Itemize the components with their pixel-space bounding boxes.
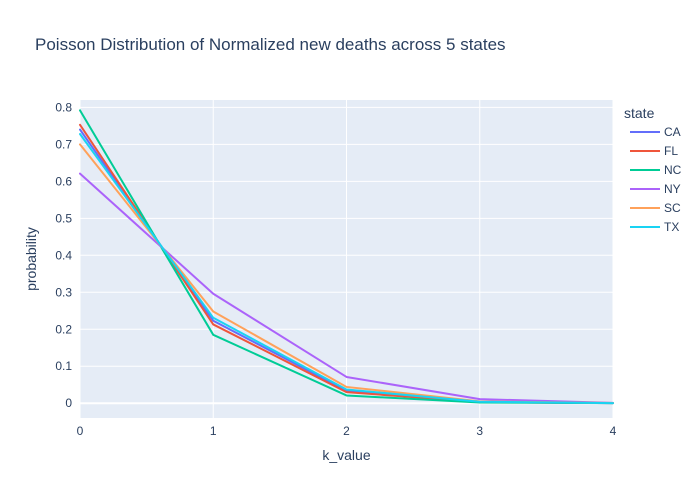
x-tick-label: 0: [77, 424, 84, 438]
legend-item-nc[interactable]: NC: [630, 163, 682, 177]
legend-item-sc[interactable]: SC: [630, 201, 681, 215]
y-tick-label: 0: [65, 396, 72, 410]
legend-label: CA: [664, 125, 681, 139]
y-tick-label: 0.6: [55, 174, 72, 188]
y-tick-label: 0.2: [55, 322, 72, 336]
legend-item-ca[interactable]: CA: [630, 125, 681, 139]
legend-item-fl[interactable]: FL: [630, 144, 678, 158]
legend: state CA FL NC NY SC TX: [624, 105, 682, 234]
x-tick-label: 2: [343, 424, 350, 438]
legend-label: TX: [664, 220, 679, 234]
series-lines: [79, 109, 614, 405]
legend-label: SC: [664, 201, 681, 215]
legend-title: state: [624, 105, 655, 121]
y-tick-label: 0.1: [55, 359, 72, 373]
y-tick-label: 0.8: [55, 100, 72, 114]
y-axis-ticks: 0 0.1 0.2 0.3 0.4 0.5 0.6 0.7 0.8: [55, 100, 72, 410]
series-line-tx: [79, 133, 614, 405]
legend-item-tx[interactable]: TX: [630, 220, 679, 234]
legend-label: NC: [664, 163, 682, 177]
y-tick-label: 0.3: [55, 285, 72, 299]
legend-label: FL: [664, 144, 678, 158]
x-tick-label: 1: [210, 424, 217, 438]
x-tick-label: 3: [476, 424, 483, 438]
legend-label: NY: [664, 182, 681, 196]
legend-item-ny[interactable]: NY: [630, 182, 681, 196]
x-tick-label: 4: [610, 424, 617, 438]
chart-title: Poisson Distribution of Normalized new d…: [35, 35, 506, 54]
series-line-ny: [79, 172, 614, 404]
legend-items: CA FL NC NY SC TX: [630, 125, 682, 234]
y-tick-label: 0.5: [55, 211, 72, 225]
x-axis-ticks: 0 1 2 3 4: [77, 424, 617, 438]
x-axis-title: k_value: [322, 447, 370, 463]
y-tick-label: 0.4: [55, 248, 72, 262]
y-tick-label: 0.7: [55, 137, 72, 151]
y-axis-title: probability: [23, 227, 39, 291]
